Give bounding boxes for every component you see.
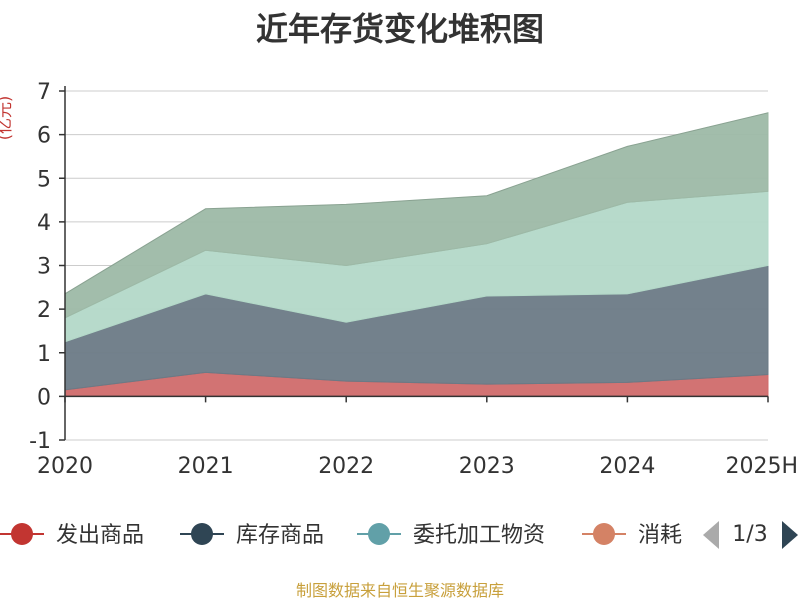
data-source-note: 制图数据来自恒生聚源数据库	[295, 581, 504, 600]
x-tick-label: 2021	[178, 454, 234, 479]
y-tick-label: 2	[37, 298, 51, 323]
legend-prev-arrow-icon[interactable]	[703, 521, 719, 549]
legend-item-2[interactable]: 库存商品	[180, 523, 324, 548]
legend-swatch-dot	[368, 523, 390, 545]
legend-next-arrow-icon[interactable]	[782, 521, 798, 549]
y-tick-label: 0	[37, 385, 51, 410]
legend-item-1[interactable]: 发出商品	[0, 523, 144, 548]
y-tick-label: -1	[29, 429, 51, 454]
x-tick-label: 2023	[459, 454, 515, 479]
y-tick-label: 7	[37, 80, 51, 105]
legend-swatch-dot	[11, 523, 33, 545]
legend-item-3[interactable]: 委托加工物资	[357, 523, 545, 548]
y-tick-label: 3	[37, 255, 51, 280]
legend-label: 库存商品	[236, 523, 324, 548]
legend-label: 发出商品	[56, 523, 144, 548]
legend-label: 委托加工物资	[413, 523, 545, 548]
x-tick-label: 2022	[318, 454, 374, 479]
y-tick-label: 5	[37, 167, 51, 192]
y-axis-title: (亿元)	[0, 96, 14, 141]
y-tick-label: 4	[37, 211, 51, 236]
chart-title: 近年存货变化堆积图	[255, 10, 544, 48]
series-line-4	[64, 112, 769, 295]
area-series-4	[64, 112, 769, 319]
legend-swatch-dot	[191, 523, 213, 545]
legend-page-indicator: 1/3	[732, 522, 767, 547]
legend-swatch-dot	[593, 523, 615, 545]
x-tick-label: 2025H	[725, 454, 798, 479]
y-tick-label: 1	[37, 342, 51, 367]
x-tick-label: 2024	[599, 454, 655, 479]
y-tick-label: 6	[37, 124, 51, 149]
x-tick-label: 2020	[37, 454, 93, 479]
legend-label: 消耗	[638, 523, 682, 548]
legend-item-4[interactable]: 消耗	[582, 523, 682, 548]
